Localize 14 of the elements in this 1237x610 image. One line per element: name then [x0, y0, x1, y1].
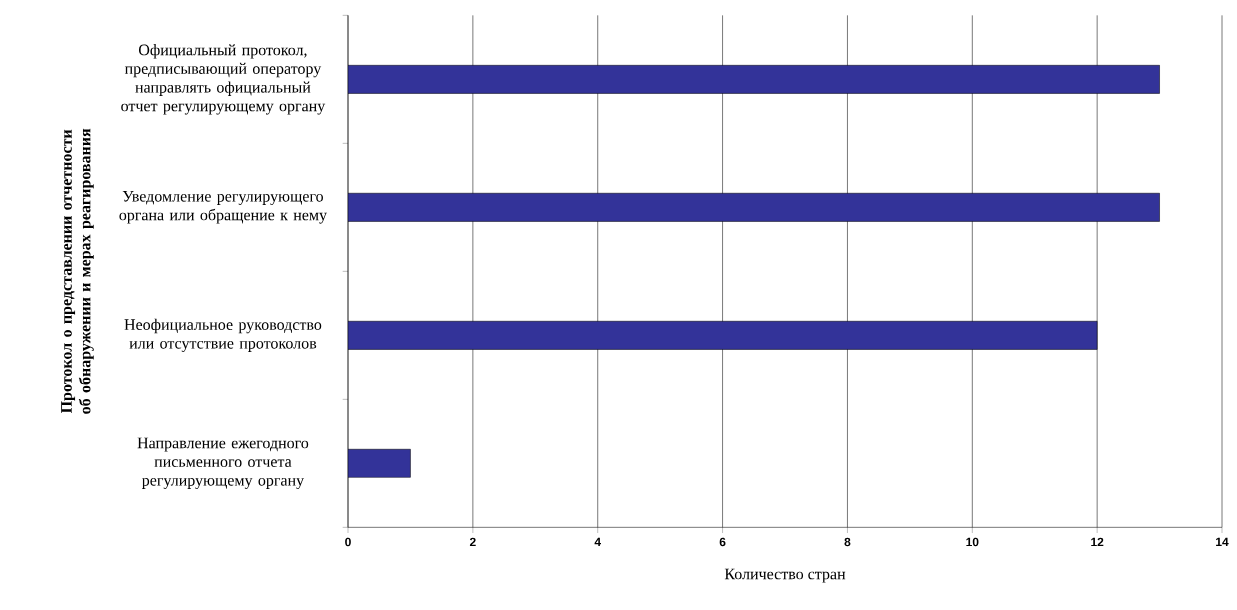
x-tick-label: 6: [719, 537, 726, 547]
x-tick-label: 10: [966, 537, 979, 547]
x-tick-label: 14: [1216, 537, 1229, 546]
x-tick-label: 4: [594, 537, 601, 546]
x-tick-label: 12: [1091, 537, 1104, 547]
x-tick-label: 8: [844, 537, 851, 547]
x-axis-title: Количество стран: [724, 568, 846, 583]
y-tick-label: Официальный протокол, предписывающий оператору направлять официальный отчет регулирующему органу: [121, 44, 326, 115]
y-tick-label: Неофициальное руководство или отсутствие протоколов: [124, 318, 322, 352]
y-tick-label: Уведомление регулирующего органа или обращение к нему: [119, 191, 327, 224]
y-tick-label: Направление ежегодного письменного отчета регулирующему органу: [137, 437, 309, 489]
y-axis-title: Протокол о представлении отчетности об обнаружении и мерах реагирования: [61, 128, 94, 414]
x-tick-label: 0: [345, 537, 351, 547]
x-tick-label: 2: [469, 537, 476, 547]
